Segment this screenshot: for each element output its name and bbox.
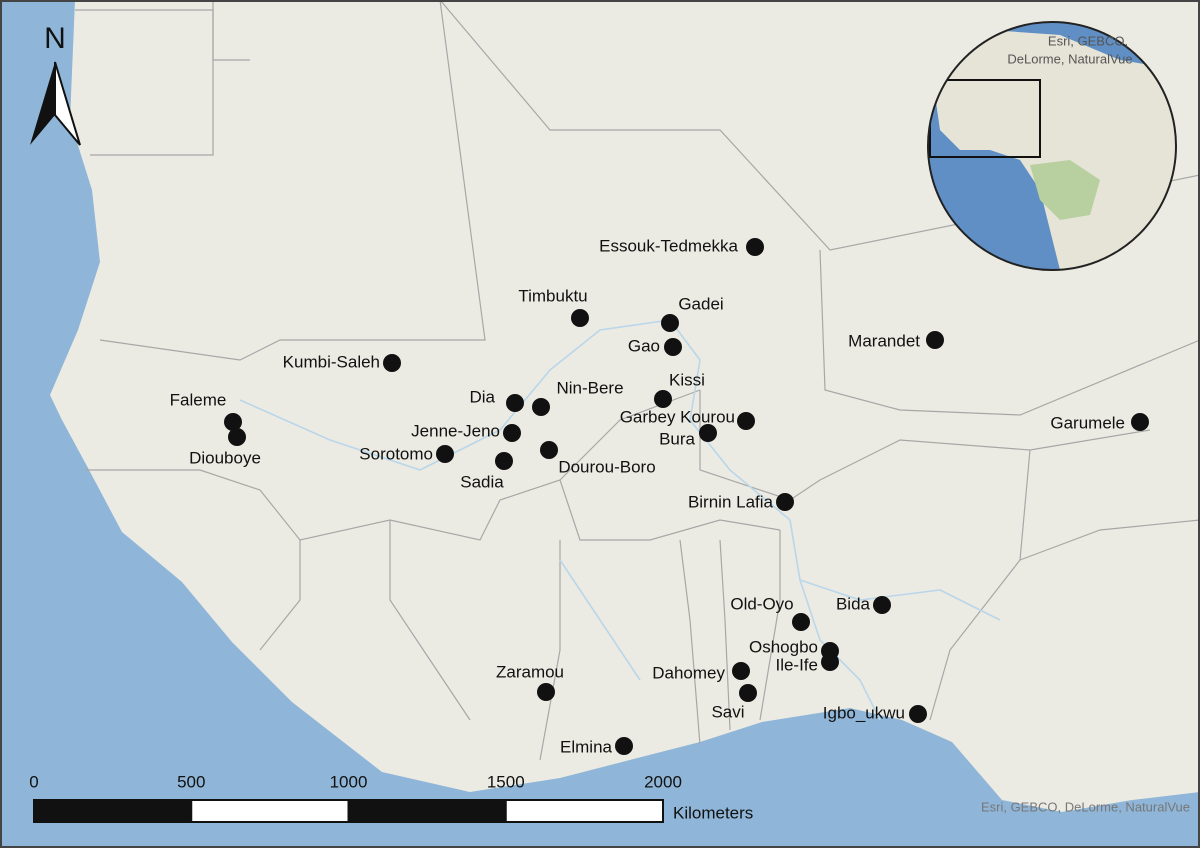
site-marker <box>224 413 242 431</box>
borders <box>75 0 1200 761</box>
site-label: Marandet <box>848 331 920 350</box>
site-label: Dourou-Boro <box>558 457 655 476</box>
site-label: Nin-Bere <box>556 378 623 397</box>
site-marker <box>873 596 891 614</box>
site-label: Garbey Kourou <box>620 407 735 426</box>
site-label: Diouboye <box>189 448 261 467</box>
attribution: Esri, GEBCO, DeLorme, NaturalVue <box>981 799 1190 814</box>
site-label: Kissi <box>669 370 705 389</box>
site-marker <box>383 354 401 372</box>
site-marker <box>228 428 246 446</box>
site-marker <box>732 662 750 680</box>
north-arrow: N <box>30 22 81 146</box>
site-label: Zaramou <box>496 662 564 681</box>
site-label: Timbuktu <box>518 286 587 305</box>
site-marker <box>664 338 682 356</box>
site-label: Savi <box>711 702 744 721</box>
scale-tick-label: 1000 <box>330 772 368 791</box>
site-label: Ile-Ife <box>775 655 818 674</box>
site-label: Birnin Lafia <box>688 492 774 511</box>
site-marker <box>503 424 521 442</box>
site-marker <box>532 398 550 416</box>
scale-tick-label: 0 <box>29 772 38 791</box>
site-marker <box>926 331 944 349</box>
site-marker <box>571 309 589 327</box>
scale-tick-label: 2000 <box>644 772 682 791</box>
site-label: Oshogbo <box>749 637 818 656</box>
site-marker <box>540 441 558 459</box>
site-label: Bura <box>659 429 695 448</box>
north-label: N <box>44 22 66 55</box>
site-label: Sorotomo <box>359 444 433 463</box>
site-marker <box>909 705 927 723</box>
site-marker <box>661 314 679 332</box>
inset-globe: Esri, GEBCO, DeLorme, NaturalVue <box>927 21 1177 271</box>
site-label: Faleme <box>170 390 227 409</box>
site-marker <box>654 390 672 408</box>
site-marker <box>739 684 757 702</box>
site-label: Kumbi-Saleh <box>283 352 380 371</box>
site-label: Gao <box>628 336 660 355</box>
site-marker <box>615 737 633 755</box>
inset-attribution: DeLorme, NaturalVue <box>1007 51 1132 66</box>
site-label: Essouk-Tedmekka <box>599 236 738 255</box>
site-marker <box>495 452 513 470</box>
scale-unit: Kilometers <box>673 803 753 822</box>
site-label: Garumele <box>1050 413 1125 432</box>
site-marker <box>737 412 755 430</box>
site-marker <box>436 445 454 463</box>
site-label: Gadei <box>678 294 723 313</box>
site-marker <box>746 238 764 256</box>
scale-segment <box>347 799 507 823</box>
land <box>50 0 1200 812</box>
scale-tick-label: 500 <box>177 772 205 791</box>
scale-segment <box>190 799 350 823</box>
site-marker <box>1131 413 1149 431</box>
site-label: Elmina <box>560 737 613 756</box>
site-marker <box>699 424 717 442</box>
sites: Essouk-Tedmekka Timbuktu Gadei Gao Marandet K… <box>170 236 1149 756</box>
site-marker <box>537 683 555 701</box>
site-label: Igbo_ukwu <box>823 703 905 722</box>
site-label: Bida <box>836 594 871 613</box>
scale-tick-label: 1500 <box>487 772 525 791</box>
site-label: Dia <box>469 387 495 406</box>
site-marker <box>506 394 524 412</box>
site-marker <box>821 653 839 671</box>
site-marker <box>792 613 810 631</box>
site-label: Dahomey <box>652 663 725 682</box>
site-label: Jenne-Jeno <box>411 421 500 440</box>
site-marker <box>776 493 794 511</box>
site-label: Old-Oyo <box>730 594 793 613</box>
site-label: Sadia <box>460 472 504 491</box>
scale-bar: 0 500 1000 1500 2000 Kilometers <box>29 772 753 823</box>
inset-attribution: Esri, GEBCO, <box>1048 33 1128 48</box>
scale-segment <box>504 799 664 823</box>
scale-segment <box>33 799 193 823</box>
